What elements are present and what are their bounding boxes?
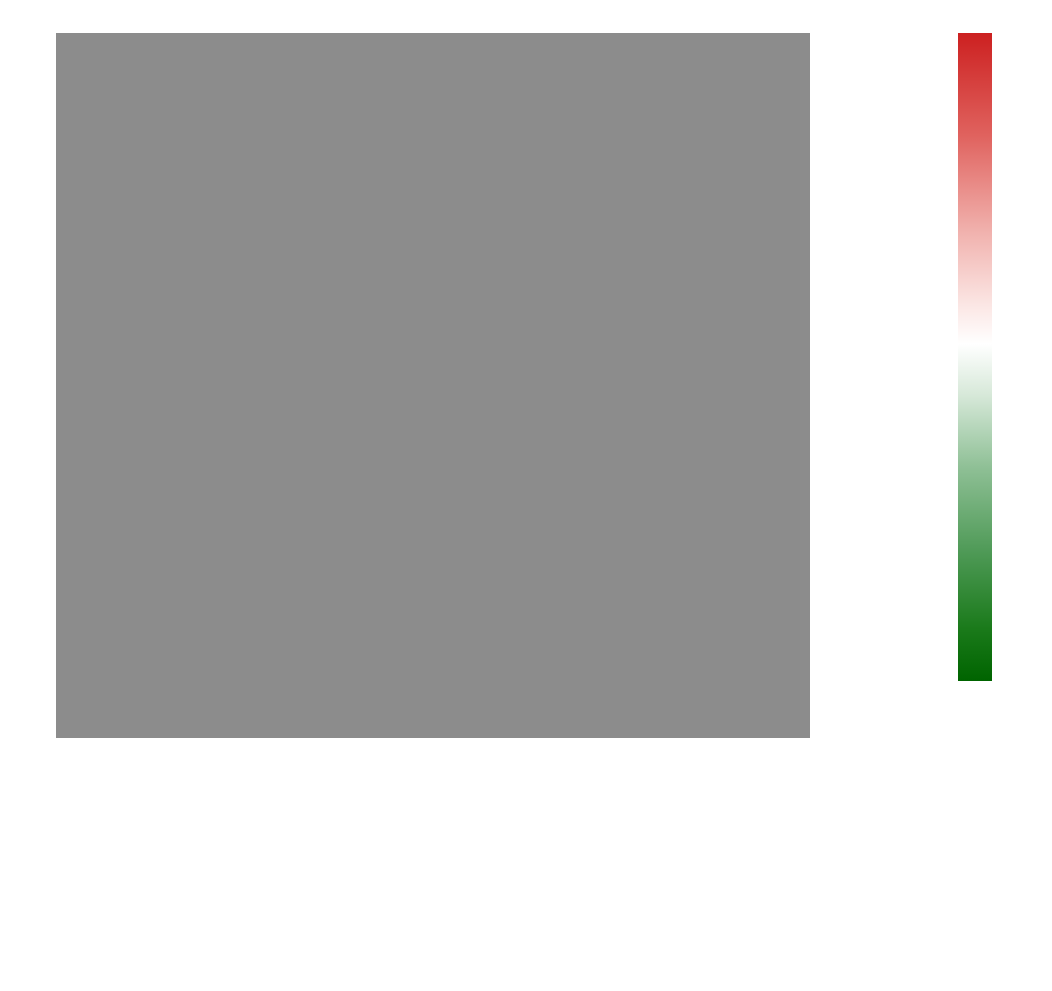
heatmap-cell-grid xyxy=(56,33,810,738)
colorbar-gradient xyxy=(958,33,992,681)
row-label-axis xyxy=(826,33,946,738)
column-label-axis xyxy=(56,742,810,982)
heatmap-plot-area xyxy=(56,33,810,738)
